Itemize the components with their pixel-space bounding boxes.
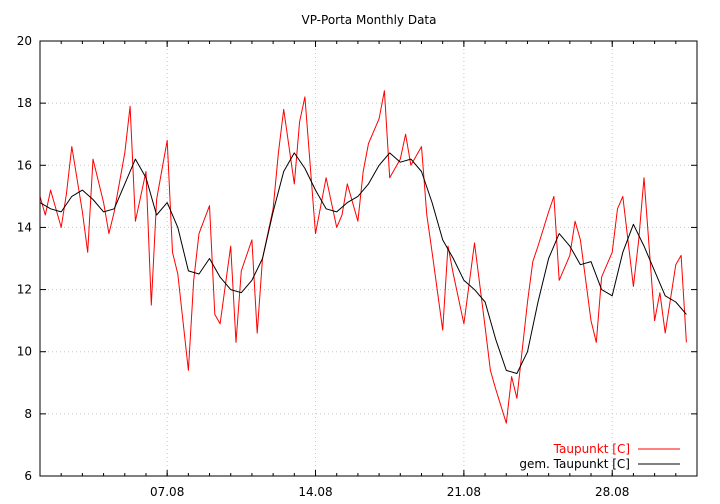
legend-label: gem. Taupunkt [C] [519,457,630,471]
x-tick-label: 07.08 [150,485,184,499]
series-line-gem-taupunkt [39,152,687,374]
y-tick-label: 18 [17,96,32,110]
legend-label: Taupunkt [C] [553,442,630,456]
plot-frame [39,40,698,477]
chart-title: VP-Porta Monthly Data [302,13,437,27]
y-tick-label: 10 [17,345,32,359]
y-tick-label: 6 [24,469,32,483]
x-tick-label: 14.08 [298,485,332,499]
y-tick-label: 8 [24,407,32,421]
x-tick-label: 28.08 [595,485,629,499]
y-tick-label: 20 [17,34,32,48]
y-tick-label: 12 [17,283,32,297]
series-line-taupunkt [39,90,687,424]
x-tick-label: 21.08 [447,485,481,499]
series-lines [39,90,687,424]
y-tick-label: 14 [17,220,32,234]
axis-ticks: 6 8 10 12 14 16 18 20 07.08 14.08 21.08 28.08 [17,34,697,499]
y-tick-label: 16 [17,158,32,172]
grid-lines [40,41,697,476]
legend: Taupunkt [C]gem. Taupunkt [C] [519,442,680,471]
